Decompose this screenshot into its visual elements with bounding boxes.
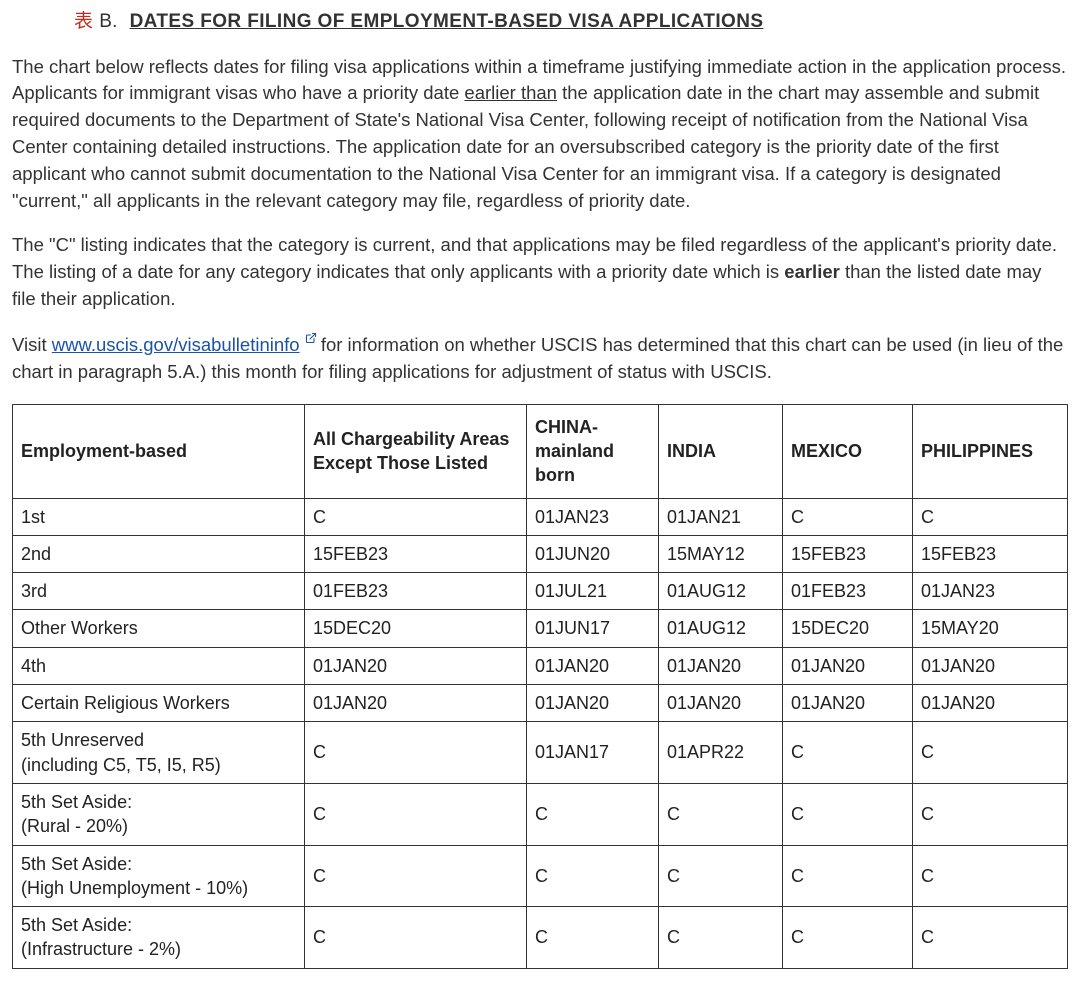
heading-title: DATES FOR FILING OF EMPLOYMENT-BASED VIS… xyxy=(130,8,764,36)
row-value-cell: 01JAN20 xyxy=(913,647,1068,684)
row-value-cell: 01JAN20 xyxy=(659,647,783,684)
row-value-cell: C xyxy=(783,907,913,969)
row-value-cell: C xyxy=(305,783,527,845)
intro-paragraph-1: The chart below reflects dates for filin… xyxy=(12,54,1068,215)
row-value-cell: 01JAN20 xyxy=(527,647,659,684)
row-value-cell: 01APR22 xyxy=(659,722,783,784)
row-category-cell: 5th Set Aside:(Infrastructure - 2%) xyxy=(13,907,305,969)
row-value-cell: 01JAN20 xyxy=(783,685,913,722)
section-heading: 表 B. DATES FOR FILING OF EMPLOYMENT-BASE… xyxy=(74,8,1068,36)
row-value-cell: 01AUG12 xyxy=(659,610,783,647)
visa-filing-dates-table: Employment-based All Chargeability Areas… xyxy=(12,404,1068,969)
col-header-china: CHINA-mainland born xyxy=(527,404,659,498)
row-value-cell: C xyxy=(305,907,527,969)
row-value-cell: 15FEB23 xyxy=(305,535,527,572)
row-value-cell: C xyxy=(783,722,913,784)
row-value-cell: 01JUL21 xyxy=(527,573,659,610)
uscis-link[interactable]: www.uscis.gov/visabulletininfo xyxy=(52,334,300,355)
row-value-cell: C xyxy=(305,845,527,907)
row-value-cell: C xyxy=(913,783,1068,845)
row-value-cell: 15MAY12 xyxy=(659,535,783,572)
row-value-cell: 01JAN21 xyxy=(659,498,783,535)
p2-bold: earlier xyxy=(784,261,840,282)
row-value-cell: C xyxy=(527,845,659,907)
table-row: 3rd01FEB2301JUL2101AUG1201FEB2301JAN23 xyxy=(13,573,1068,610)
table-header-row: Employment-based All Chargeability Areas… xyxy=(13,404,1068,498)
row-category-cell: 5th Unreserved(including C5, T5, I5, R5) xyxy=(13,722,305,784)
row-value-cell: 01FEB23 xyxy=(783,573,913,610)
row-value-cell: 01JAN20 xyxy=(659,685,783,722)
col-header-category: Employment-based xyxy=(13,404,305,498)
table-row: 2nd15FEB2301JUN2015MAY1215FEB2315FEB23 xyxy=(13,535,1068,572)
row-value-cell: 01JAN23 xyxy=(913,573,1068,610)
row-category-cell: Certain Religious Workers xyxy=(13,685,305,722)
row-value-cell: 15DEC20 xyxy=(783,610,913,647)
table-row: 1stC01JAN2301JAN21CC xyxy=(13,498,1068,535)
row-value-cell: C xyxy=(659,845,783,907)
row-value-cell: 01JAN20 xyxy=(527,685,659,722)
row-category-cell: 3rd xyxy=(13,573,305,610)
row-category-cell: 1st xyxy=(13,498,305,535)
row-value-cell: 01JAN20 xyxy=(305,647,527,684)
table-row: Other Workers15DEC2001JUN1701AUG1215DEC2… xyxy=(13,610,1068,647)
page: 表 B. DATES FOR FILING OF EMPLOYMENT-BASE… xyxy=(0,0,1080,993)
col-header-india: INDIA xyxy=(659,404,783,498)
row-category-cell: 5th Set Aside:(Rural - 20%) xyxy=(13,783,305,845)
table-row: 5th Set Aside:(Rural - 20%)CCCCC xyxy=(13,783,1068,845)
table-row: 5th Set Aside:(Infrastructure - 2%)CCCCC xyxy=(13,907,1068,969)
row-value-cell: 01JAN17 xyxy=(527,722,659,784)
row-value-cell: C xyxy=(305,722,527,784)
row-value-cell: C xyxy=(913,722,1068,784)
row-value-cell: 01AUG12 xyxy=(659,573,783,610)
row-value-cell: C xyxy=(659,783,783,845)
table-row: 4th01JAN2001JAN2001JAN2001JAN2001JAN20 xyxy=(13,647,1068,684)
row-value-cell: 01FEB23 xyxy=(305,573,527,610)
col-header-mexico: MEXICO xyxy=(783,404,913,498)
table-body: 1stC01JAN2301JAN21CC2nd15FEB2301JUN2015M… xyxy=(13,498,1068,968)
heading-label-char: 表 xyxy=(74,8,93,36)
row-value-cell: C xyxy=(659,907,783,969)
intro-paragraph-2: The "C" listing indicates that the categ… xyxy=(12,232,1068,312)
row-value-cell: 01JUN20 xyxy=(527,535,659,572)
row-value-cell: 15FEB23 xyxy=(913,535,1068,572)
row-value-cell: C xyxy=(783,498,913,535)
table-row: Certain Religious Workers01JAN2001JAN200… xyxy=(13,685,1068,722)
table-row: 5th Unreserved(including C5, T5, I5, R5)… xyxy=(13,722,1068,784)
row-category-cell: Other Workers xyxy=(13,610,305,647)
p3-part-a: Visit xyxy=(12,334,52,355)
row-value-cell: 15DEC20 xyxy=(305,610,527,647)
row-category-cell: 4th xyxy=(13,647,305,684)
heading-section-letter: B. xyxy=(99,8,117,36)
row-category-cell: 2nd xyxy=(13,535,305,572)
row-value-cell: 01JAN20 xyxy=(305,685,527,722)
table-row: 5th Set Aside:(High Unemployment - 10%)C… xyxy=(13,845,1068,907)
p1-underlined: earlier than xyxy=(464,82,557,103)
col-header-philippines: PHILIPPINES xyxy=(913,404,1068,498)
row-value-cell: 15MAY20 xyxy=(913,610,1068,647)
external-link-icon xyxy=(302,332,321,347)
row-value-cell: C xyxy=(913,845,1068,907)
row-value-cell: C xyxy=(305,498,527,535)
col-header-all-areas: All Chargeability Areas Except Those Lis… xyxy=(305,404,527,498)
row-value-cell: C xyxy=(783,845,913,907)
row-value-cell: C xyxy=(913,498,1068,535)
intro-paragraph-3: Visit www.uscis.gov/visabulletininfo for… xyxy=(12,331,1068,386)
row-value-cell: 15FEB23 xyxy=(783,535,913,572)
row-value-cell: C xyxy=(913,907,1068,969)
row-value-cell: C xyxy=(783,783,913,845)
row-value-cell: C xyxy=(527,783,659,845)
row-category-cell: 5th Set Aside:(High Unemployment - 10%) xyxy=(13,845,305,907)
row-value-cell: C xyxy=(527,907,659,969)
row-value-cell: 01JAN20 xyxy=(783,647,913,684)
row-value-cell: 01JUN17 xyxy=(527,610,659,647)
row-value-cell: 01JAN23 xyxy=(527,498,659,535)
table-head: Employment-based All Chargeability Areas… xyxy=(13,404,1068,498)
row-value-cell: 01JAN20 xyxy=(913,685,1068,722)
